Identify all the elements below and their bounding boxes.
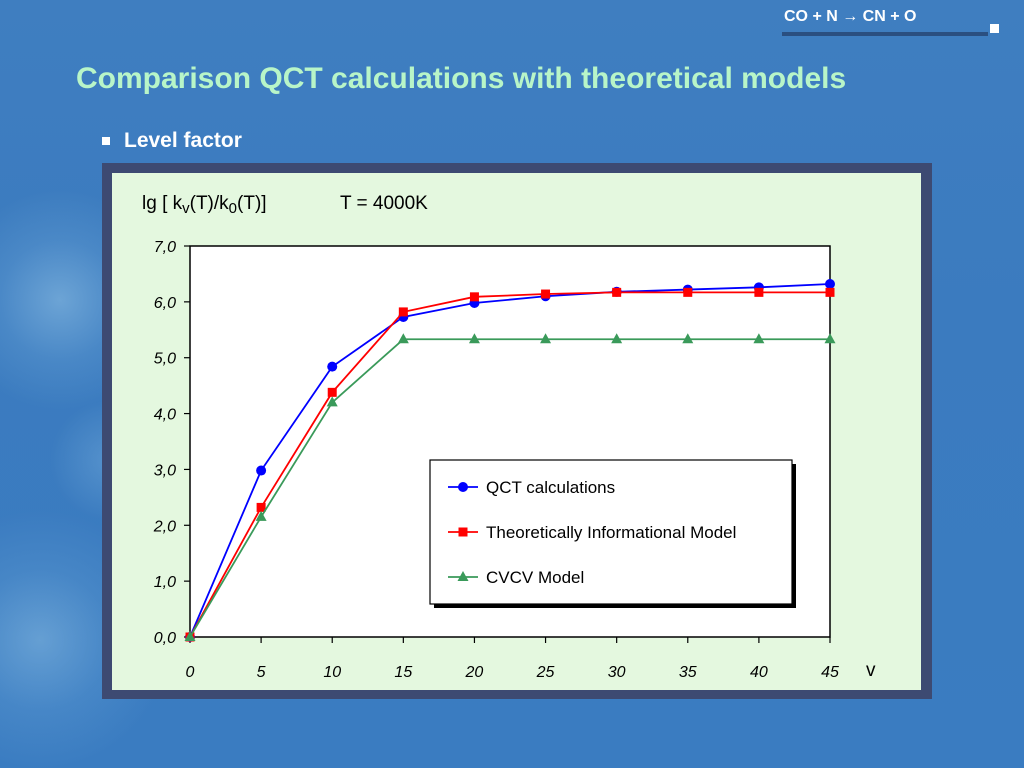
data-point: [397, 333, 409, 344]
level-factor-chart: lg [ kv(T)/k0(T)] T = 4000K v 0,01,02,03…: [142, 193, 876, 681]
y-tick-label: 0,0: [154, 630, 176, 647]
subtitle-square-icon: [990, 24, 999, 33]
data-point: [327, 387, 337, 397]
subtitle-underline: [782, 8, 988, 36]
data-point: [256, 502, 266, 512]
ylabel-part-3: (T)]: [237, 193, 267, 214]
y-tick-label: 6,0: [154, 295, 176, 312]
data-point: [683, 287, 693, 297]
series-line: [189, 291, 830, 638]
y-axis-label: lg [ kv(T)/k0(T)]: [142, 193, 267, 217]
reaction-left: CO + N: [784, 8, 843, 25]
bullet-square-icon: [102, 137, 110, 145]
data-point: [469, 292, 479, 302]
data-point: [468, 333, 480, 344]
data-point: [754, 287, 764, 297]
x-tick-label: 45: [821, 664, 839, 681]
x-tick-label: 5: [257, 664, 266, 681]
data-point: [327, 361, 338, 372]
series-group: [184, 278, 836, 642]
x-tick-label: 20: [465, 664, 484, 681]
data-point: [611, 333, 623, 344]
y-tick-label: 7,0: [154, 239, 176, 256]
data-point: [326, 396, 338, 407]
x-tick-label: 0: [186, 664, 195, 681]
reaction-arrow-icon: →: [842, 8, 859, 25]
series-line: [189, 283, 831, 638]
data-point: [184, 631, 196, 641]
series-3: [184, 333, 836, 641]
series-line: [189, 338, 830, 638]
x-tick-label: 40: [750, 664, 768, 681]
data-point: [753, 333, 765, 344]
x-axis-label: v: [866, 660, 876, 681]
x-tick-label: 35: [679, 664, 697, 681]
ylabel-part-1: lg [ k: [142, 193, 183, 214]
page-title: Comparison QCT calculations with theoret…: [76, 62, 847, 95]
y-tick-label: 5,0: [154, 351, 176, 368]
legend-label: CVCV Model: [486, 568, 584, 587]
x-tick-label: 15: [394, 664, 412, 681]
chart-panel: lg [ kv(T)/k0(T)] T = 4000K v 0,0 1,0 2,0 3…: [112, 173, 921, 690]
ylabel-part-2: (T)/k: [190, 193, 230, 214]
legend-box: [429, 459, 793, 605]
data-point: [824, 333, 836, 344]
temperature-label: T = 4000K: [340, 193, 428, 214]
y-tick-label: 4,0: [154, 407, 176, 424]
data-point: [682, 333, 694, 344]
data-point: [825, 278, 835, 289]
x-tick-label: 10: [323, 664, 341, 681]
reaction-subtitle: CO + N → CN + O: [784, 8, 984, 26]
y-tick-label: 2,0: [153, 518, 176, 535]
ylabel-sub-v: v: [182, 200, 190, 217]
legend-label: Theoretically Informational Model: [486, 523, 736, 542]
y-tick-label: 1,0: [154, 574, 176, 591]
data-point: [825, 287, 835, 297]
data-point: [457, 571, 469, 581]
x-tick-label: 30: [608, 664, 626, 681]
ylabel-sub-0: 0: [229, 200, 237, 217]
data-point: [255, 510, 267, 521]
data-point: [540, 333, 552, 344]
data-point: [458, 482, 468, 492]
data-point: [256, 465, 267, 476]
y-tick-label: 3,0: [154, 462, 176, 479]
legend: QCT calculations Theoretically Informatio…: [429, 459, 796, 608]
reaction-right: CN + O: [858, 8, 917, 25]
bullet-text: Level factor: [124, 129, 242, 152]
legend-label: QCT calculations: [486, 478, 615, 497]
data-point: [458, 527, 468, 537]
data-point: [398, 307, 408, 317]
data-point: [612, 287, 622, 297]
x-tick-label: 25: [536, 664, 555, 681]
data-point: [541, 289, 551, 299]
